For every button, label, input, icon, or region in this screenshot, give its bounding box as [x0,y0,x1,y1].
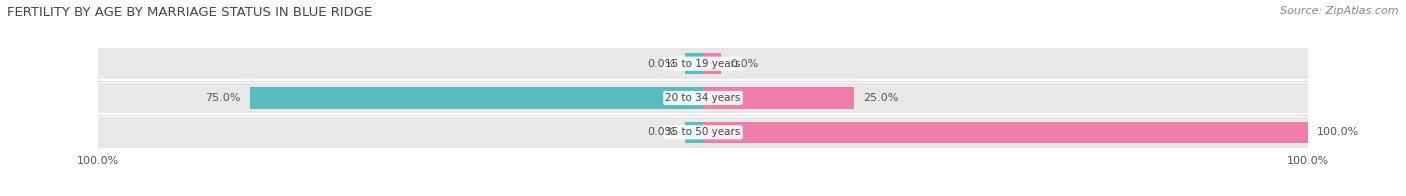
Text: 0.0%: 0.0% [648,127,676,137]
Text: 0.0%: 0.0% [730,59,758,69]
Text: 100.0%: 100.0% [1316,127,1358,137]
Text: 20 to 34 years: 20 to 34 years [665,93,741,103]
Bar [685,122,703,143]
Bar [98,48,703,79]
Bar [703,53,721,74]
Bar [703,122,1308,143]
Bar [685,53,703,74]
Bar [703,48,1308,79]
Bar [703,87,855,109]
Text: 0.0%: 0.0% [648,59,676,69]
Text: Source: ZipAtlas.com: Source: ZipAtlas.com [1281,6,1399,16]
Text: 15 to 19 years: 15 to 19 years [665,59,741,69]
Bar [249,87,703,109]
Bar [703,117,1308,148]
Text: 35 to 50 years: 35 to 50 years [665,127,741,137]
Text: 25.0%: 25.0% [863,93,898,103]
Text: FERTILITY BY AGE BY MARRIAGE STATUS IN BLUE RIDGE: FERTILITY BY AGE BY MARRIAGE STATUS IN B… [7,6,373,19]
Text: 75.0%: 75.0% [205,93,240,103]
Bar [98,83,703,113]
Bar [703,83,1308,113]
Bar [98,117,703,148]
